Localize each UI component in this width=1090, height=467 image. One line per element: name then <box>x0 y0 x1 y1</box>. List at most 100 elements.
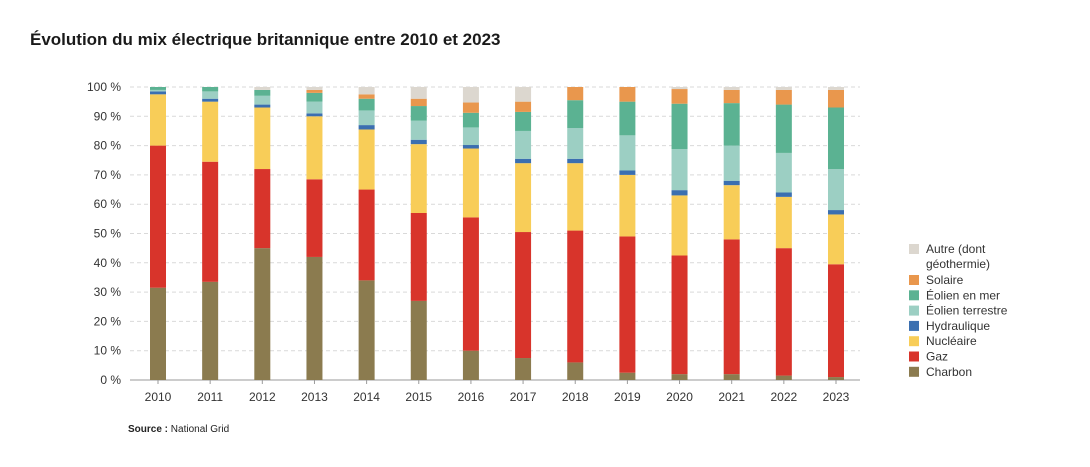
bar-segment <box>723 145 740 181</box>
x-tick-label: 2016 <box>458 390 485 404</box>
chart-title: Évolution du mix électrique britannique … <box>30 30 501 49</box>
y-tick-label: 60 % <box>94 197 122 211</box>
bar-segment <box>462 148 479 218</box>
bar-segment <box>410 87 427 99</box>
bar-segment <box>619 174 636 237</box>
bar-segment <box>254 107 271 170</box>
y-tick-label: 20 % <box>94 314 122 328</box>
bar-segment <box>358 125 375 130</box>
legend-label: Gaz <box>926 350 948 364</box>
bar-segment <box>619 372 636 380</box>
bar-segment <box>462 102 479 113</box>
legend-label: Hydraulique <box>926 319 990 333</box>
bar-segment <box>202 101 219 162</box>
bar-segment <box>306 116 323 180</box>
legend-swatch <box>909 275 919 285</box>
legend-item: Hydraulique <box>909 319 990 333</box>
bar-segment <box>358 87 375 95</box>
bar-segment <box>828 169 844 211</box>
bar-segment <box>202 161 219 282</box>
legend-swatch <box>909 290 919 301</box>
bar-segment <box>723 180 740 186</box>
bar-segment <box>515 130 532 159</box>
bar-segment <box>306 256 323 380</box>
bar-segment <box>515 111 532 131</box>
bar-segment <box>254 95 271 105</box>
legend-swatch <box>909 305 919 316</box>
legend-label: Solaire <box>926 273 964 287</box>
bar-segment <box>410 106 427 121</box>
x-tick-label: 2015 <box>405 390 432 404</box>
bar-segment <box>671 149 688 191</box>
legend-label: Autre (dont géothermie) <box>926 242 990 271</box>
bar-segment <box>775 152 792 193</box>
bar-segment <box>775 192 792 197</box>
bar-segment <box>723 374 740 380</box>
bar-segment <box>671 103 688 150</box>
x-tick-label: 2012 <box>249 390 276 404</box>
bar-segment <box>671 190 688 196</box>
bar-segment <box>150 287 166 380</box>
bar-segment <box>619 135 636 171</box>
bar-segment <box>567 100 584 129</box>
y-tick-label: 80 % <box>94 139 122 153</box>
bar-segment <box>828 107 844 170</box>
y-tick-label: 30 % <box>94 285 122 299</box>
bar-segment <box>410 120 427 140</box>
bar-segment <box>202 98 219 102</box>
bar-segment <box>723 103 740 146</box>
legend-swatch <box>909 244 919 254</box>
bar-segment <box>828 377 844 380</box>
x-tick-label: 2019 <box>614 390 641 404</box>
bar-segment <box>254 248 271 380</box>
bar-segment <box>671 195 688 256</box>
source-text: National Grid <box>170 424 230 435</box>
bar-segment <box>462 87 479 103</box>
bar-segment <box>358 110 375 126</box>
bar-segment <box>202 91 219 99</box>
bar-segment <box>567 230 584 363</box>
bar-segment <box>828 214 844 265</box>
legend-item: Solaire <box>909 273 964 287</box>
bar-segment <box>723 239 740 375</box>
legend-swatch <box>909 351 919 362</box>
bar-segment <box>150 89 166 92</box>
bar-segment <box>619 87 636 102</box>
bar-segment <box>306 113 323 117</box>
bar-segment <box>410 300 427 380</box>
x-tick-label: 2014 <box>353 390 380 404</box>
x-tick-label: 2022 <box>770 390 797 404</box>
bar-segment <box>306 87 323 90</box>
y-tick-label: 90 % <box>94 109 122 123</box>
bar-segment <box>619 236 636 373</box>
legend-swatch <box>909 366 919 377</box>
legend-item: Éolien en mer <box>909 287 1000 302</box>
bar-segment <box>462 145 479 149</box>
bar-segment <box>462 217 479 351</box>
bar-segment <box>410 144 427 213</box>
legend-item: Gaz <box>909 350 948 364</box>
bar-segment <box>462 112 479 128</box>
bar-segment <box>150 91 166 95</box>
bar-segment <box>828 264 844 378</box>
bar-segment <box>828 89 844 108</box>
y-axis: 0 % 10 % 20 % 30 % 40 % 50 % 60 % 70 % 80 % 90 % 1… <box>87 80 121 387</box>
bar-segment <box>306 92 323 102</box>
legend-label: Charbon <box>926 365 972 379</box>
bar-segment <box>515 232 532 359</box>
bar-segment <box>462 350 479 380</box>
x-tick-label: 2018 <box>562 390 589 404</box>
bar-segment <box>254 89 271 96</box>
bar-segment <box>567 87 584 101</box>
bar-segment <box>567 128 584 159</box>
bar-segment <box>671 87 688 90</box>
legend-swatch <box>909 320 919 331</box>
x-tick-label: 2020 <box>666 390 693 404</box>
legend-item: Nucléaire <box>909 334 977 348</box>
bar-segment <box>306 89 323 93</box>
bar-segment <box>567 362 584 380</box>
grid <box>130 86 860 381</box>
y-tick-label: 0 % <box>100 373 121 387</box>
bar-segment <box>671 374 688 380</box>
bar-segment <box>254 104 271 108</box>
